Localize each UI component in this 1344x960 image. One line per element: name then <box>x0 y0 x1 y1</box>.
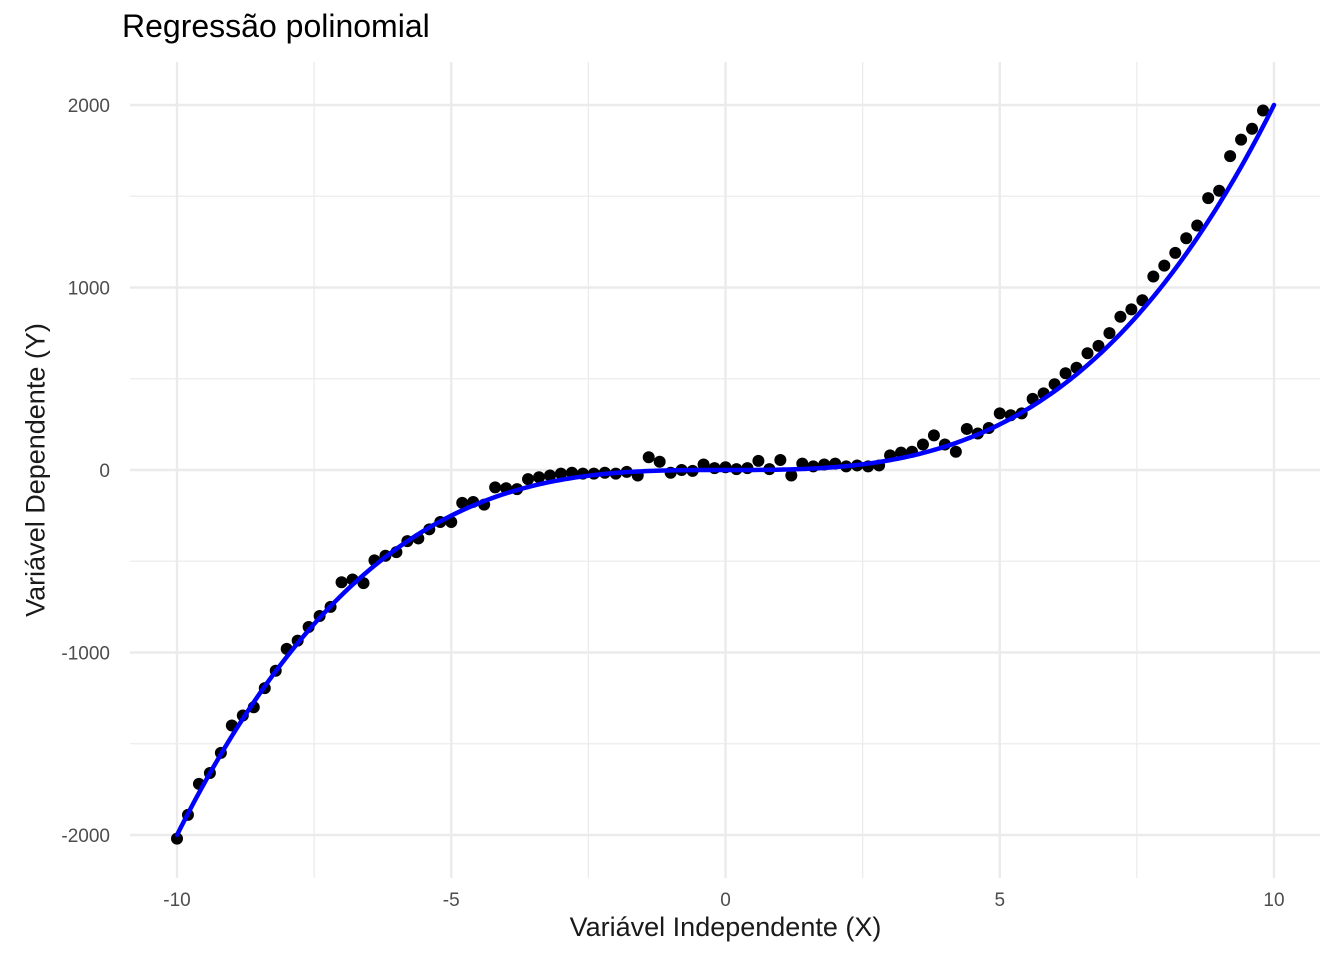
data-point <box>1092 339 1105 352</box>
data-point <box>335 576 348 589</box>
data-point <box>554 467 567 480</box>
data-point <box>1191 219 1204 232</box>
data-point <box>171 832 183 845</box>
x-axis-label: Variável Independente (X) <box>569 912 882 942</box>
data-point <box>1224 150 1237 163</box>
data-point <box>533 471 546 484</box>
x-tick-label: 5 <box>994 890 1005 911</box>
data-point <box>1202 192 1215 205</box>
data-point <box>522 473 535 486</box>
y-axis-label: Variável Dependente (Y) <box>20 323 51 617</box>
data-point <box>916 438 929 451</box>
data-point <box>1257 104 1270 117</box>
y-tick-label: 0 <box>99 461 110 482</box>
chart-title: Regressão polinomial <box>122 8 430 44</box>
x-tick-label: 10 <box>1263 890 1284 911</box>
data-point <box>1180 232 1193 245</box>
data-point <box>543 469 556 482</box>
data-points <box>171 104 1270 845</box>
data-point <box>1169 246 1182 259</box>
fit-line <box>174 102 1277 838</box>
data-point <box>796 457 809 470</box>
data-point <box>774 453 787 466</box>
y-tick-label: 2000 <box>68 96 110 117</box>
x-tick-label: 0 <box>720 890 731 911</box>
data-point <box>1158 259 1171 272</box>
data-point <box>456 496 469 509</box>
data-point <box>489 481 502 494</box>
data-point <box>752 454 765 467</box>
y-axis-ticks: -2000 -1000 0 1000 2000 <box>61 96 110 847</box>
data-point <box>1213 184 1226 197</box>
data-point <box>697 458 710 471</box>
data-point <box>1246 122 1259 135</box>
data-point <box>1114 310 1127 323</box>
data-point <box>1081 347 1094 360</box>
data-point <box>785 469 798 482</box>
data-point <box>1125 303 1138 316</box>
y-tick-label: -1000 <box>61 644 110 665</box>
data-point <box>949 445 962 458</box>
data-point <box>653 455 666 468</box>
data-point <box>1147 270 1160 283</box>
data-point <box>1103 327 1116 340</box>
data-point <box>1059 367 1072 380</box>
x-tick-label: -5 <box>443 890 460 911</box>
x-tick-label: -10 <box>163 890 190 911</box>
y-tick-label: -2000 <box>61 826 110 847</box>
y-tick-label: 1000 <box>68 279 110 300</box>
data-point <box>642 451 655 464</box>
data-point <box>993 407 1006 420</box>
data-point <box>1235 133 1248 146</box>
x-axis-ticks: -10 -5 0 5 10 <box>163 890 1284 911</box>
data-point <box>927 429 940 442</box>
data-point <box>960 422 973 435</box>
